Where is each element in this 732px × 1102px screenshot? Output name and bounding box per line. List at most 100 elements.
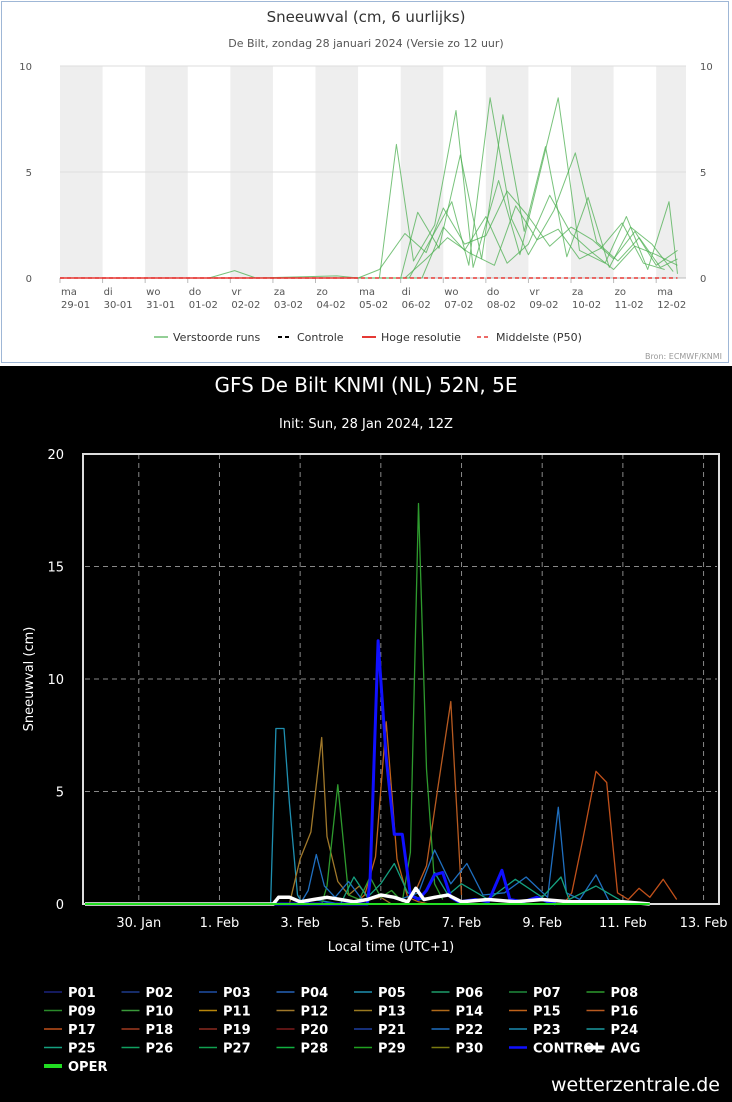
x-tick-day: vr <box>231 287 242 298</box>
y-tick-labels: 0 0 5 5 10 10 <box>19 62 712 285</box>
chart-subtitle: De Bilt, zondag 28 januari 2024 (Versie … <box>228 37 503 50</box>
legend-item-control[interactable]: CONTROL <box>509 1042 603 1057</box>
x-tick-date: 08-02 <box>487 300 516 311</box>
y-tick-right: 10 <box>700 62 713 73</box>
series-line-p08 <box>85 502 444 905</box>
legend-item-p07[interactable]: P07 <box>509 986 561 1001</box>
legend-item-p03[interactable]: P03 <box>199 986 251 1001</box>
legend-item-p10[interactable]: P10 <box>121 1005 174 1020</box>
x-tick-label: 9. Feb <box>522 916 562 931</box>
x-tick-day: zo <box>615 287 626 298</box>
x-tick-labels: ma 29-01 di 30-01 wo 31-01 do 01-02 vr 02-02 za 03-… <box>59 278 686 311</box>
x-tick-date: 03-02 <box>274 300 303 311</box>
x-tick-day: do <box>487 287 499 298</box>
legend-label: P08 <box>611 986 639 1001</box>
legend-item-p25[interactable]: P25 <box>44 1042 96 1057</box>
legend-label: Controle <box>297 331 344 344</box>
legend-label: P28 <box>301 1042 329 1057</box>
chart-subtitle: Init: Sun, 28 Jan 2024, 12Z <box>279 417 453 432</box>
legend-item-p11[interactable]: P11 <box>199 1005 251 1020</box>
legend-item-p02[interactable]: P02 <box>121 986 174 1001</box>
legend-item-p12[interactable]: P12 <box>276 1005 329 1020</box>
legend-item-p20[interactable]: P20 <box>276 1023 329 1038</box>
legend-item-p27[interactable]: P27 <box>199 1042 251 1057</box>
x-tick-label: 7. Feb <box>442 916 482 931</box>
x-tick-date: 02-02 <box>231 300 260 311</box>
legend-label: P23 <box>533 1023 561 1038</box>
y-tick-label: 15 <box>47 561 64 576</box>
y-tick-left: 0 <box>26 274 32 285</box>
legend-label: P11 <box>223 1005 251 1020</box>
x-tick-date: 06-02 <box>402 300 431 311</box>
x-tick-date: 10-02 <box>572 300 601 311</box>
legend-label: P27 <box>223 1042 251 1057</box>
series-line-p25 <box>85 862 624 905</box>
legend-item-p19[interactable]: P19 <box>199 1023 251 1038</box>
legend-item-p24[interactable]: P24 <box>586 1023 639 1038</box>
series-line <box>60 97 678 279</box>
legend-label: P04 <box>301 986 329 1001</box>
legend-item-p15[interactable]: P15 <box>509 1005 561 1020</box>
legend-label: P12 <box>301 1005 329 1020</box>
legend-item-hires[interactable]: Hoge resolutie <box>362 331 461 344</box>
x-tick-day: wo <box>146 287 160 298</box>
legend-label: P16 <box>611 1005 639 1020</box>
x-tick-day: do <box>189 287 201 298</box>
legend-label: Middelste (P50) <box>496 331 582 344</box>
legend-item-p23[interactable]: P23 <box>509 1023 561 1038</box>
series-line <box>60 97 678 279</box>
y-tick-label: 10 <box>47 673 64 688</box>
panel-border <box>1 1 729 363</box>
x-tick-label: 5. Feb <box>361 916 401 931</box>
legend-label: P15 <box>533 1005 561 1020</box>
legend-item-p05[interactable]: P05 <box>354 986 406 1001</box>
legend-label: P17 <box>68 1023 96 1038</box>
gfs-chart-panel: GFS De Bilt KNMI (NL) 52N, 5E Init: Sun,… <box>0 366 732 1098</box>
legend-item-p16[interactable]: P16 <box>586 1005 639 1020</box>
legend-item-control[interactable]: Controle <box>278 331 344 344</box>
legend-item-p29[interactable]: P29 <box>354 1042 406 1057</box>
x-axis-label: Local time (UTC+1) <box>328 940 454 955</box>
legend-item-p14[interactable]: P14 <box>431 1005 484 1020</box>
series-line <box>60 205 665 279</box>
x-tick-date: 29-01 <box>61 300 90 311</box>
series-line-control <box>85 639 556 906</box>
legend: Verstoorde runs Controle Hoge resolutie … <box>154 331 582 344</box>
chart-title: Sneeuwval (cm, 6 uurlijks) <box>267 8 466 26</box>
legend-item-p18[interactable]: P18 <box>121 1023 174 1038</box>
legend-item-p09[interactable]: P09 <box>44 1005 96 1020</box>
legend-item-oper[interactable]: OPER <box>44 1060 107 1075</box>
x-tick-day: ma <box>657 287 673 298</box>
y-tick-label: 0 <box>56 898 64 913</box>
legend-item-p06[interactable]: P06 <box>431 986 484 1001</box>
legend-item-p28[interactable]: P28 <box>276 1042 329 1057</box>
legend-item-p13[interactable]: P13 <box>354 1005 406 1020</box>
legend-label: P30 <box>456 1042 484 1057</box>
legend-item-p30[interactable]: P30 <box>431 1042 484 1057</box>
x-tick-date: 12-02 <box>657 300 686 311</box>
legend-item-p21[interactable]: P21 <box>354 1023 406 1038</box>
legend-item-median[interactable]: Middelste (P50) <box>477 331 582 344</box>
legend-item-p04[interactable]: P04 <box>276 986 329 1001</box>
legend-label: P26 <box>146 1042 174 1057</box>
grid-lines <box>85 454 717 904</box>
y-axis-label: Sneeuwval (cm) <box>22 627 37 732</box>
legend-item-members[interactable]: Verstoorde runs <box>154 331 261 344</box>
x-tick-label: 13. Feb <box>680 916 728 931</box>
legend-item-p17[interactable]: P17 <box>44 1023 96 1038</box>
legend-item-p26[interactable]: P26 <box>121 1042 174 1057</box>
legend-item-avg[interactable]: AVG <box>586 1042 641 1057</box>
x-tick-day: vr <box>529 287 540 298</box>
x-tick-date: 05-02 <box>359 300 388 311</box>
legend-item-p22[interactable]: P22 <box>431 1023 484 1038</box>
x-tick-date: 07-02 <box>444 300 473 311</box>
legend-item-p08[interactable]: P08 <box>586 986 639 1001</box>
legend-item-p01[interactable]: P01 <box>44 986 96 1001</box>
legend-label: P22 <box>456 1023 484 1038</box>
x-tick-day: za <box>572 287 583 298</box>
x-tick-label: 11. Feb <box>599 916 647 931</box>
legend-label: P18 <box>146 1023 174 1038</box>
x-tick-day: wo <box>444 287 458 298</box>
y-tick-label: 20 <box>47 448 64 463</box>
legend: P01 P02 P03 P04 P05 P06 P07 P08 P09 P10 P11 P12 P13 P… <box>44 986 640 1075</box>
